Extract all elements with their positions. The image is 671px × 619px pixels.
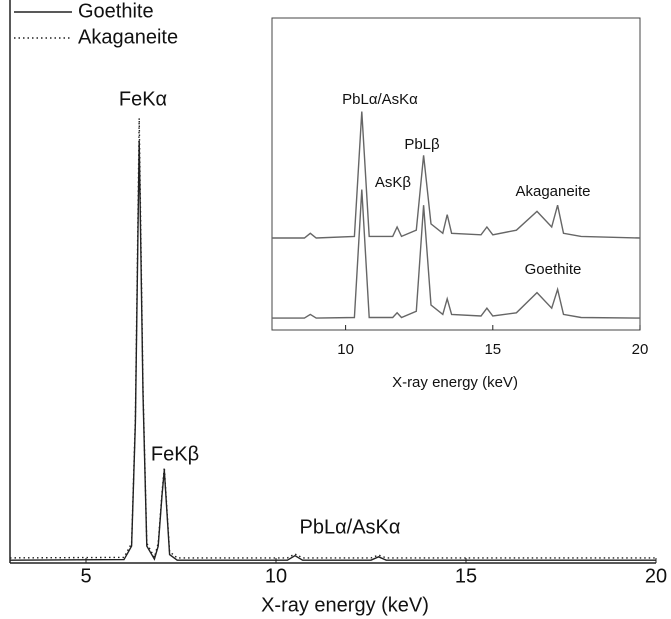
series-line bbox=[272, 111, 641, 239]
x-tick-label: 10 bbox=[265, 565, 287, 587]
legend-label: Akaganeite bbox=[78, 26, 178, 48]
annotation: AsKβ bbox=[375, 174, 412, 191]
x-tick-label: 20 bbox=[632, 341, 649, 358]
x-tick-label: 20 bbox=[645, 565, 667, 587]
x-tick-label: 10 bbox=[337, 341, 354, 358]
x-tick-label: 15 bbox=[455, 565, 477, 587]
series-line bbox=[272, 189, 641, 319]
legend-label: Goethite bbox=[78, 0, 154, 22]
series-label: Goethite bbox=[525, 261, 582, 278]
series-label: Akaganeite bbox=[515, 183, 590, 200]
annotation: PbLβ bbox=[404, 136, 440, 153]
annotation: PbLα/AsKα bbox=[342, 91, 418, 108]
series-line bbox=[9, 118, 656, 560]
annotation: FeKβ bbox=[151, 443, 199, 465]
x-tick-label: 15 bbox=[484, 341, 501, 358]
x-axis-title: X-ray energy (keV) bbox=[261, 594, 429, 616]
annotation: PbLα/AsKα bbox=[300, 516, 401, 538]
x-tick-label: 5 bbox=[80, 565, 91, 587]
annotation: FeKα bbox=[119, 88, 167, 110]
inset-frame bbox=[271, 17, 641, 331]
x-axis-title: X-ray energy (keV) bbox=[392, 374, 518, 391]
